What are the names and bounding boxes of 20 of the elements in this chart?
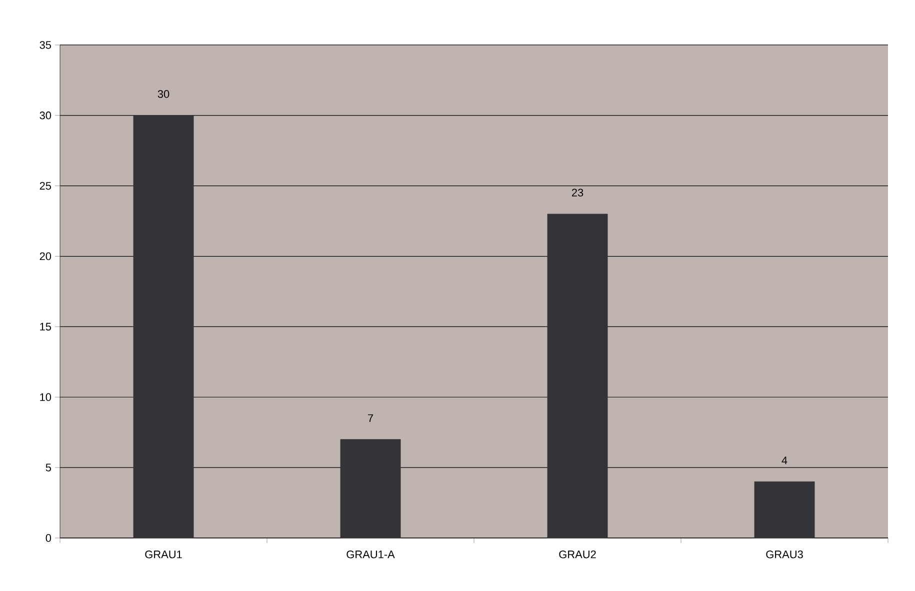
y-tick-label: 15 [40, 322, 52, 331]
y-tick-label: 20 [40, 252, 52, 260]
y-tick-label: 30 [40, 112, 52, 120]
y-tick-label: 35 [40, 41, 52, 49]
y-tick-label: 25 [40, 182, 52, 190]
bar [133, 115, 194, 538]
y-tick-label: 10 [40, 393, 52, 402]
x-tick-label: GRAU1 [145, 550, 182, 558]
y-tick-label: 0 [46, 534, 52, 542]
bar [340, 439, 401, 538]
data-label: 4 [782, 456, 788, 464]
x-tick-label: GRAU3 [766, 550, 803, 558]
data-label: 23 [572, 188, 584, 196]
data-label: 30 [158, 90, 170, 98]
x-tick-label: GRAU2 [559, 550, 596, 558]
bar [547, 214, 608, 538]
y-tick-label: 5 [46, 464, 52, 472]
x-tick-label: GRAU1-A [346, 550, 395, 558]
bar [754, 481, 815, 538]
data-label: 7 [368, 414, 374, 422]
